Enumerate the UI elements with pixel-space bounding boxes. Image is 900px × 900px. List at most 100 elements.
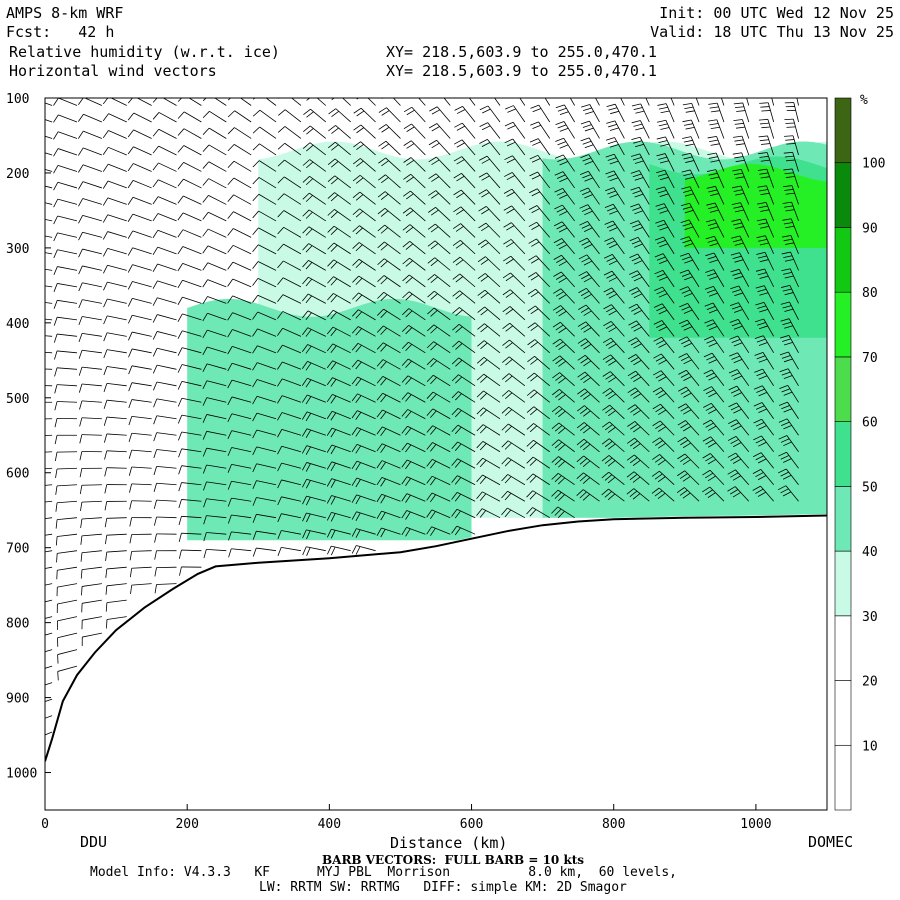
barb-shaft: [45, 731, 53, 736]
barb-feather: [580, 324, 589, 330]
barb-feather: [578, 254, 588, 260]
barb-feather: [677, 403, 687, 409]
barb-feather: [529, 171, 538, 177]
barb-shaft: [746, 98, 750, 106]
barb-shaft: [57, 583, 78, 588]
barb-feather: [785, 176, 795, 178]
barb-feather: [203, 515, 207, 525]
barb-feather: [78, 98, 84, 105]
barb-shaft: [664, 153, 675, 172]
barb-shaft: [764, 285, 775, 304]
barb-feather: [531, 88, 539, 91]
barb-shaft: [563, 137, 575, 156]
barb-feather: [579, 474, 587, 482]
barb-shaft: [608, 488, 625, 502]
barb-shaft: [583, 438, 600, 453]
barb-shaft: [791, 168, 799, 189]
barb-feather: [733, 189, 743, 192]
barb-shaft: [157, 280, 177, 288]
barb-feather: [708, 325, 718, 331]
barb-feather: [602, 354, 611, 360]
barb-feather: [328, 108, 337, 115]
barb-feather: [608, 376, 617, 383]
barb-feather: [678, 319, 688, 325]
barb-shaft: [763, 335, 775, 354]
barb-feather: [326, 377, 333, 386]
barb-shaft: [83, 147, 103, 156]
barb-shaft: [537, 155, 551, 172]
barb-shaft: [307, 394, 326, 403]
barb-shaft: [206, 380, 227, 387]
barb-shaft: [558, 439, 575, 453]
barb-feather: [78, 248, 83, 258]
barb-shaft: [584, 388, 600, 403]
barb-shaft: [385, 174, 401, 189]
barb-feather: [252, 412, 258, 422]
barb-feather: [379, 91, 387, 96]
barb-feather: [376, 477, 383, 486]
barb-feather: [557, 141, 567, 146]
barb-shaft: [306, 478, 326, 486]
barb-feather: [581, 274, 590, 280]
barb-shaft: [537, 138, 551, 156]
barb-shaft: [721, 98, 725, 106]
barb-feather: [455, 376, 463, 384]
barb-feather: [401, 325, 409, 333]
barb-shaft: [360, 158, 376, 172]
barb-shaft: [156, 499, 177, 502]
barb-feather: [202, 313, 208, 322]
barb-feather: [430, 377, 437, 385]
barb-feather: [731, 339, 741, 344]
barb-feather: [582, 174, 591, 179]
barb-feather: [480, 359, 488, 366]
barb-feather: [477, 289, 486, 296]
barb-shaft: [57, 350, 78, 354]
barb-feather: [406, 159, 415, 166]
barb-feather: [732, 255, 742, 260]
barb-shaft: [511, 205, 526, 222]
barb-feather: [456, 109, 466, 114]
barb-feather: [657, 119, 666, 123]
barb-feather: [777, 485, 787, 491]
barb-feather: [29, 234, 33, 242]
barb-feather: [376, 527, 382, 536]
barb-feather: [55, 468, 58, 478]
barb-shaft: [206, 515, 227, 519]
barb-feather: [356, 127, 365, 134]
barb-shaft: [182, 296, 202, 304]
barb-feather: [476, 373, 485, 381]
barb-feather: [530, 325, 539, 331]
x-tick-label: 0: [41, 817, 49, 832]
barb-shaft: [482, 457, 501, 469]
barb-shaft: [107, 315, 127, 321]
barb-feather: [760, 225, 769, 229]
barb-feather: [753, 402, 763, 407]
barb-shaft: [335, 125, 351, 139]
barb-feather: [657, 223, 667, 228]
barb-feather: [609, 177, 619, 182]
barb-feather: [427, 324, 435, 332]
barb-shaft: [310, 108, 327, 123]
barb-feather: [477, 340, 485, 347]
barb-shaft: [132, 230, 152, 238]
barb-shaft: [206, 532, 227, 535]
barb-shaft: [81, 484, 102, 486]
barb-feather: [252, 294, 259, 303]
barb-feather: [405, 327, 413, 335]
barb-shaft: [483, 357, 501, 370]
barb-feather: [752, 469, 762, 474]
barb-shaft: [738, 285, 750, 304]
barb-feather: [456, 159, 465, 165]
barb-feather: [555, 324, 564, 331]
barb-feather: [127, 230, 134, 239]
barb-shaft: [558, 422, 575, 436]
barb-feather: [427, 223, 436, 230]
barb-feather: [152, 98, 158, 103]
barb-feather: [301, 361, 308, 369]
model-info: Model Info: V4.3.3 KF MYJ PBL Morrison 8…: [90, 865, 677, 880]
barb-feather: [532, 108, 542, 113]
barb-feather: [782, 201, 792, 204]
barb-feather: [305, 278, 313, 287]
barb-feather: [756, 235, 766, 239]
barb-feather: [582, 124, 592, 128]
